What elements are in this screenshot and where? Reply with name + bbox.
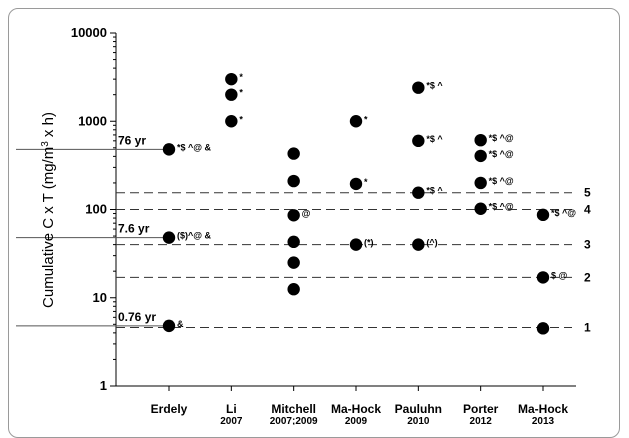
point-annotation: (*) — [364, 238, 374, 248]
reference-level-label: 1 — [584, 321, 591, 335]
point-annotation: *$ ^@ — [489, 133, 514, 143]
y-tick-labels: 1 10 100 1000 10000 — [71, 25, 107, 393]
y-tick-label: 10 — [93, 290, 107, 305]
axes — [110, 32, 576, 391]
point-annotation: *$ ^ — [426, 134, 443, 144]
data-point — [225, 72, 238, 86]
data-point — [412, 238, 425, 251]
data-point — [412, 81, 425, 94]
human-equivalent-label: 76 yr — [118, 133, 146, 147]
reference-level-label: 2 — [584, 270, 591, 284]
data-point — [412, 134, 425, 148]
x-category-year: 2013 — [532, 416, 555, 425]
point-annotation: (^) — [426, 238, 437, 248]
x-category-label: Mitchell — [271, 402, 316, 416]
data-point — [474, 133, 487, 147]
x-category-label: Ma-Hock — [331, 402, 381, 416]
x-category-label: Erdely — [151, 402, 188, 416]
x-category-label: Porter — [463, 402, 499, 416]
point-annotation: * — [239, 72, 243, 82]
human-equivalent-label: 0.76 yr — [118, 310, 156, 324]
point-annotation: *$ ^@ — [489, 176, 514, 186]
data-point — [162, 319, 176, 333]
y-tick-label: 1000 — [78, 113, 107, 128]
point-annotation: *$ ^@ & — [177, 142, 212, 152]
point-annotation: & — [177, 319, 184, 329]
point-annotation: $ @ — [551, 270, 568, 280]
x-category-year: 2007 — [220, 416, 243, 425]
y-axis-label-sup: 3 — [40, 141, 51, 147]
human-equivalent-lines: 76 yr 7.6 yr 0.76 yr — [16, 133, 169, 327]
point-annotation: * — [239, 114, 243, 124]
chart: 1 10 100 1000 10000 1 2 3 4 5 76 yr 7.6 yr 0.76 yr… — [16, 25, 591, 425]
data-point — [349, 238, 363, 251]
data-point — [536, 322, 550, 335]
point-annotation: *$ ^ — [426, 186, 443, 196]
x-category-label: Ma-Hock — [518, 402, 568, 416]
data-points: *$ ^@ & ($)^@ & & * * * @ * * (*) *$ ^ *$ ^ *$ ^ (^) *… — [162, 72, 576, 335]
data-point — [412, 186, 425, 199]
x-category-label: Li — [226, 402, 237, 416]
point-annotation: *$ ^@ — [489, 149, 514, 159]
data-point — [536, 271, 550, 284]
x-category-label: Pauluhn — [395, 402, 442, 416]
data-point — [474, 176, 487, 190]
data-point — [287, 256, 300, 269]
data-point — [287, 174, 300, 188]
reference-level-label: 4 — [584, 203, 591, 217]
x-category-year: 2012 — [470, 416, 493, 425]
data-point — [287, 235, 300, 249]
y-tick-label: 100 — [85, 202, 107, 217]
point-annotation: * — [364, 177, 368, 187]
data-point — [349, 177, 363, 191]
reference-level-label: 3 — [584, 238, 591, 252]
data-point — [225, 88, 238, 101]
x-category-labels: Erdely Li2007Mitchell2007;2009Ma-Hock2009… — [151, 402, 569, 425]
data-point — [287, 147, 300, 160]
x-category-year: 2009 — [345, 416, 368, 425]
point-annotation: *$ ^@ — [551, 208, 576, 218]
reference-lines: 1 2 3 4 5 — [116, 186, 591, 335]
point-annotation: * — [364, 114, 368, 124]
point-annotation: * — [239, 88, 243, 98]
point-annotation: *$ ^@ — [489, 202, 514, 212]
y-axis-label-main: Cumulative C x T (mg/m — [40, 147, 57, 308]
reference-level-label: 5 — [584, 186, 591, 200]
point-annotation: *$ ^ — [426, 81, 443, 91]
data-point — [287, 282, 300, 296]
data-point — [536, 208, 550, 222]
x-category-year: 2007;2009 — [270, 416, 318, 425]
y-tick-label: 1 — [100, 378, 107, 393]
y-axis-label: Cumulative C x T (mg/m3 x h) — [40, 112, 58, 308]
point-annotation: ($)^@ & — [177, 231, 212, 241]
y-axis-label-end: x h) — [40, 112, 57, 141]
data-point — [349, 115, 363, 128]
data-point — [474, 202, 487, 215]
human-equivalent-label: 7.6 yr — [118, 222, 150, 236]
data-point — [162, 231, 176, 244]
point-annotation: @ — [302, 208, 311, 218]
data-point — [225, 115, 238, 128]
y-tick-label: 10000 — [71, 25, 107, 40]
x-category-year: 2010 — [407, 416, 430, 425]
data-point — [287, 209, 300, 222]
data-point — [162, 143, 176, 156]
data-point — [474, 149, 487, 163]
